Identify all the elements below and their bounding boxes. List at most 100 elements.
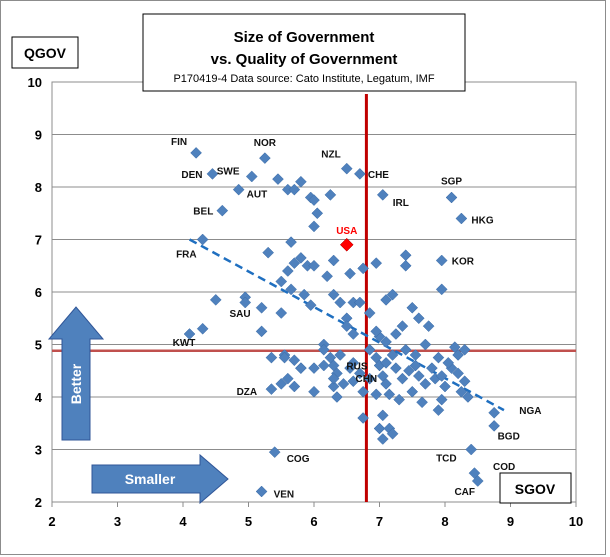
data-point xyxy=(308,259,320,272)
data-point xyxy=(183,328,196,340)
y-tick-label: 5 xyxy=(35,338,42,353)
data-point xyxy=(380,378,392,390)
data-point xyxy=(399,259,412,272)
data-point xyxy=(278,351,291,364)
point-label: IRL xyxy=(393,198,409,209)
x-tick-label: 10 xyxy=(569,514,583,529)
data-point xyxy=(370,388,383,401)
data-point xyxy=(347,375,360,388)
data-point xyxy=(416,396,428,409)
point-label: KOR xyxy=(452,257,475,268)
data-point xyxy=(324,351,337,364)
point-label: AUT xyxy=(247,190,268,201)
data-points xyxy=(183,147,500,498)
data-point xyxy=(265,351,278,364)
point-label: BEL xyxy=(193,207,213,218)
data-point xyxy=(376,433,389,445)
data-point xyxy=(334,349,347,361)
data-point xyxy=(327,254,340,267)
data-point xyxy=(380,294,392,306)
data-point xyxy=(327,288,340,301)
data-point xyxy=(357,412,369,424)
point-label: COD xyxy=(493,462,515,473)
data-point xyxy=(462,391,474,403)
data-point xyxy=(426,362,438,374)
data-point xyxy=(442,357,455,369)
data-point xyxy=(399,343,412,356)
data-point xyxy=(386,288,399,301)
data-point xyxy=(386,349,399,361)
data-point xyxy=(321,270,333,283)
data-point xyxy=(239,296,252,309)
data-point xyxy=(370,257,383,269)
y-tick-label: 7 xyxy=(35,233,42,248)
data-point xyxy=(409,349,422,361)
data-point xyxy=(262,246,275,259)
point-label: COG xyxy=(287,454,310,465)
data-point xyxy=(324,189,337,201)
tick-labels: 2 3 4 5 6 7 8 9 10 2 3 4 5 6 7 8 9 10 xyxy=(28,75,584,529)
title-box xyxy=(142,13,466,92)
data-point xyxy=(255,485,268,498)
x-tick-label: 6 xyxy=(310,514,317,529)
data-point xyxy=(419,378,432,390)
data-point xyxy=(295,252,307,264)
x-tick-label: 3 xyxy=(114,514,121,529)
point-label: FRA xyxy=(176,250,197,261)
y-axis-label: QGOV xyxy=(24,45,67,61)
data-point xyxy=(275,378,288,390)
x-tick-label: 5 xyxy=(245,514,252,529)
data-point xyxy=(196,233,209,246)
x-tick-label: 4 xyxy=(179,514,187,529)
x-tick-label: 2 xyxy=(48,514,55,529)
point-label: VEN xyxy=(274,490,295,501)
data-point xyxy=(288,354,301,367)
data-point xyxy=(281,265,294,277)
data-point xyxy=(209,294,222,306)
data-point xyxy=(275,275,288,288)
data-point xyxy=(340,162,353,175)
data-point xyxy=(288,257,301,269)
data-point xyxy=(311,207,324,220)
data-point xyxy=(308,385,320,398)
point-label: CHN xyxy=(355,374,377,385)
point-label: RUS xyxy=(346,361,367,372)
data-point xyxy=(465,443,478,456)
data-point xyxy=(347,357,360,369)
data-point xyxy=(471,475,484,487)
data-point xyxy=(435,283,448,296)
data-point xyxy=(265,383,278,395)
data-point xyxy=(281,372,294,385)
point-label: SAU xyxy=(229,309,250,320)
chart-title: Size of Government xyxy=(234,29,375,46)
point-label: BGD xyxy=(498,432,520,443)
data-point xyxy=(383,388,396,401)
data-point xyxy=(373,422,386,435)
data-point xyxy=(308,220,320,233)
data-point xyxy=(268,446,281,458)
data-point xyxy=(380,336,392,348)
data-point xyxy=(190,147,202,159)
point-label: SWE xyxy=(217,167,240,178)
data-point xyxy=(455,385,468,398)
better-arrow: Better xyxy=(47,306,105,441)
data-point xyxy=(298,288,311,301)
data-point xyxy=(317,359,330,372)
data-point xyxy=(445,191,458,204)
data-point xyxy=(353,367,366,380)
point-label: CAF xyxy=(454,487,475,498)
data-point xyxy=(216,204,229,217)
y-tick-label: 8 xyxy=(35,180,42,195)
data-point xyxy=(396,320,409,332)
data-point xyxy=(363,307,376,319)
data-point xyxy=(435,393,448,406)
data-point xyxy=(412,312,425,325)
data-point xyxy=(331,391,343,403)
xlabel-box xyxy=(499,472,572,504)
data-point xyxy=(245,170,258,183)
point-label: FIN xyxy=(171,137,187,148)
data-point xyxy=(435,370,448,382)
data-point xyxy=(452,367,464,380)
data-point xyxy=(412,370,425,382)
data-point xyxy=(196,322,209,335)
